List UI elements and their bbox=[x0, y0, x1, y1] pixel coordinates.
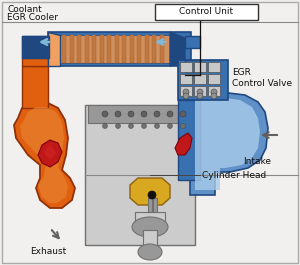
Ellipse shape bbox=[132, 217, 168, 237]
Ellipse shape bbox=[197, 89, 203, 95]
Polygon shape bbox=[44, 144, 56, 160]
Bar bbox=[22, 66, 48, 108]
Bar bbox=[85, 35, 88, 63]
Ellipse shape bbox=[142, 123, 146, 129]
Text: Intake: Intake bbox=[243, 157, 271, 166]
Bar bbox=[48, 32, 191, 66]
Bar bbox=[122, 35, 126, 63]
Polygon shape bbox=[190, 92, 268, 195]
Bar bbox=[145, 35, 148, 63]
Bar bbox=[208, 74, 220, 84]
Ellipse shape bbox=[128, 111, 134, 117]
Ellipse shape bbox=[183, 89, 189, 95]
Polygon shape bbox=[38, 140, 62, 167]
Bar bbox=[100, 35, 104, 63]
Ellipse shape bbox=[211, 93, 217, 99]
Ellipse shape bbox=[115, 111, 121, 117]
Bar bbox=[180, 62, 192, 72]
Bar bbox=[185, 60, 200, 72]
Text: EGR
Control Valve: EGR Control Valve bbox=[232, 68, 292, 88]
Text: Cylinder Head: Cylinder Head bbox=[202, 170, 266, 179]
Ellipse shape bbox=[180, 111, 186, 117]
Bar bbox=[88, 105, 192, 123]
Bar bbox=[178, 60, 228, 100]
Polygon shape bbox=[130, 178, 170, 205]
Bar bbox=[135, 212, 165, 227]
Ellipse shape bbox=[167, 123, 172, 129]
Ellipse shape bbox=[154, 111, 160, 117]
Bar bbox=[22, 36, 49, 48]
Bar bbox=[208, 62, 220, 72]
Bar bbox=[130, 35, 134, 63]
Bar bbox=[85, 105, 195, 245]
Polygon shape bbox=[170, 32, 185, 66]
Polygon shape bbox=[20, 107, 68, 203]
Bar bbox=[62, 35, 66, 63]
Bar bbox=[180, 74, 192, 84]
Bar bbox=[70, 35, 74, 63]
Bar bbox=[208, 86, 220, 96]
Ellipse shape bbox=[167, 111, 173, 117]
Bar bbox=[148, 198, 152, 212]
Ellipse shape bbox=[211, 89, 217, 95]
Bar bbox=[115, 35, 119, 63]
Bar bbox=[143, 230, 157, 250]
Ellipse shape bbox=[102, 111, 108, 117]
Polygon shape bbox=[14, 102, 75, 208]
Polygon shape bbox=[175, 133, 192, 155]
Bar bbox=[22, 36, 49, 58]
Text: EGR Cooler: EGR Cooler bbox=[7, 12, 58, 21]
Polygon shape bbox=[195, 97, 260, 190]
Text: Control Unit: Control Unit bbox=[179, 7, 233, 16]
Bar bbox=[92, 35, 96, 63]
Bar bbox=[107, 35, 111, 63]
Bar bbox=[153, 198, 157, 212]
Text: Exhaust: Exhaust bbox=[30, 248, 66, 257]
Ellipse shape bbox=[116, 123, 121, 129]
Bar bbox=[22, 48, 49, 58]
Bar bbox=[178, 100, 200, 180]
Bar bbox=[185, 36, 200, 48]
Bar bbox=[160, 35, 164, 63]
Ellipse shape bbox=[141, 111, 147, 117]
Ellipse shape bbox=[128, 123, 134, 129]
Bar bbox=[137, 35, 141, 63]
Bar bbox=[60, 35, 170, 63]
Bar bbox=[194, 86, 206, 96]
Bar bbox=[152, 35, 156, 63]
Ellipse shape bbox=[181, 123, 185, 129]
Bar bbox=[77, 35, 81, 63]
Ellipse shape bbox=[103, 123, 107, 129]
Ellipse shape bbox=[197, 93, 203, 99]
Polygon shape bbox=[22, 58, 48, 66]
Bar bbox=[180, 86, 192, 96]
Text: Coolant: Coolant bbox=[7, 5, 42, 14]
Ellipse shape bbox=[138, 244, 162, 260]
Bar bbox=[194, 74, 206, 84]
Bar bbox=[194, 62, 206, 72]
Ellipse shape bbox=[148, 191, 156, 199]
Polygon shape bbox=[48, 32, 60, 66]
Bar bbox=[155, 4, 258, 20]
Ellipse shape bbox=[183, 93, 189, 99]
Ellipse shape bbox=[154, 123, 160, 129]
